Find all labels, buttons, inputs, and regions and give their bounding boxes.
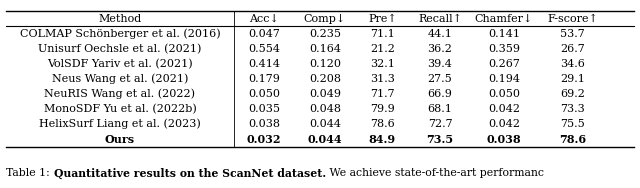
Text: NeuRIS Wang et al. (2022): NeuRIS Wang et al. (2022) <box>45 89 195 99</box>
Text: 0.414: 0.414 <box>248 59 280 69</box>
Text: 0.179: 0.179 <box>248 74 280 84</box>
Text: F-score↑: F-score↑ <box>547 14 598 24</box>
Text: 0.194: 0.194 <box>488 74 520 84</box>
Text: 0.042: 0.042 <box>488 119 520 129</box>
Text: 0.047: 0.047 <box>248 29 280 39</box>
Text: COLMAP Schönberger et al. (2016): COLMAP Schönberger et al. (2016) <box>20 29 220 39</box>
Text: 21.2: 21.2 <box>370 44 395 54</box>
Text: 31.3: 31.3 <box>370 74 395 84</box>
Text: 0.141: 0.141 <box>488 29 520 39</box>
Text: 0.042: 0.042 <box>488 104 520 114</box>
Text: 0.044: 0.044 <box>307 134 342 145</box>
Text: MonoSDF Yu et al. (2022b): MonoSDF Yu et al. (2022b) <box>44 104 196 114</box>
Text: 0.235: 0.235 <box>308 29 340 39</box>
Text: 71.7: 71.7 <box>370 89 395 99</box>
Text: 75.5: 75.5 <box>561 119 585 129</box>
Text: 39.4: 39.4 <box>428 59 452 69</box>
Text: 0.050: 0.050 <box>488 89 520 99</box>
Text: Ours: Ours <box>105 134 135 145</box>
Text: Recall↑: Recall↑ <box>418 14 462 24</box>
Text: Comp↓: Comp↓ <box>303 14 346 24</box>
Text: 0.048: 0.048 <box>308 104 340 114</box>
Text: Chamfer↓: Chamfer↓ <box>475 14 533 24</box>
Text: 78.6: 78.6 <box>559 134 586 145</box>
Text: 73.3: 73.3 <box>561 104 585 114</box>
Text: 71.1: 71.1 <box>370 29 395 39</box>
Text: 0.120: 0.120 <box>308 59 340 69</box>
Text: 36.2: 36.2 <box>428 44 452 54</box>
Text: 66.9: 66.9 <box>428 89 452 99</box>
Text: Table 1:: Table 1: <box>6 168 54 178</box>
Text: Quantitative results on the ScanNet dataset.: Quantitative results on the ScanNet data… <box>54 167 326 179</box>
Text: 29.1: 29.1 <box>561 74 585 84</box>
Text: Pre↑: Pre↑ <box>368 14 397 24</box>
Text: 0.035: 0.035 <box>248 104 280 114</box>
Text: 0.267: 0.267 <box>488 59 520 69</box>
Text: 72.7: 72.7 <box>428 119 452 129</box>
Text: HelixSurf Liang et al. (2023): HelixSurf Liang et al. (2023) <box>39 119 201 129</box>
Text: 79.9: 79.9 <box>370 104 395 114</box>
Text: 53.7: 53.7 <box>561 29 585 39</box>
Text: 0.038: 0.038 <box>248 119 280 129</box>
Text: 84.9: 84.9 <box>369 134 396 145</box>
Text: Acc↓: Acc↓ <box>249 14 279 24</box>
Text: VolSDF Yariv et al. (2021): VolSDF Yariv et al. (2021) <box>47 59 193 69</box>
Text: Neus Wang et al. (2021): Neus Wang et al. (2021) <box>52 74 188 84</box>
Text: 26.7: 26.7 <box>561 44 585 54</box>
Text: 68.1: 68.1 <box>428 104 452 114</box>
Text: 0.050: 0.050 <box>248 89 280 99</box>
Text: 0.554: 0.554 <box>248 44 280 54</box>
Text: 0.049: 0.049 <box>308 89 340 99</box>
Text: 0.032: 0.032 <box>247 134 281 145</box>
Text: 32.1: 32.1 <box>370 59 395 69</box>
Text: 73.5: 73.5 <box>426 134 454 145</box>
Text: 34.6: 34.6 <box>561 59 585 69</box>
Text: 0.359: 0.359 <box>488 44 520 54</box>
Text: Unisurf Oechsle et al. (2021): Unisurf Oechsle et al. (2021) <box>38 44 202 54</box>
Text: 0.038: 0.038 <box>486 134 522 145</box>
Text: 0.044: 0.044 <box>308 119 340 129</box>
Text: 78.6: 78.6 <box>370 119 395 129</box>
Text: 69.2: 69.2 <box>561 89 585 99</box>
Text: 0.164: 0.164 <box>308 44 340 54</box>
Text: We achieve state-of-the-art performanc: We achieve state-of-the-art performanc <box>326 168 543 178</box>
Text: 0.208: 0.208 <box>308 74 340 84</box>
Text: 27.5: 27.5 <box>428 74 452 84</box>
Text: Method: Method <box>99 14 141 24</box>
Text: 44.1: 44.1 <box>428 29 452 39</box>
